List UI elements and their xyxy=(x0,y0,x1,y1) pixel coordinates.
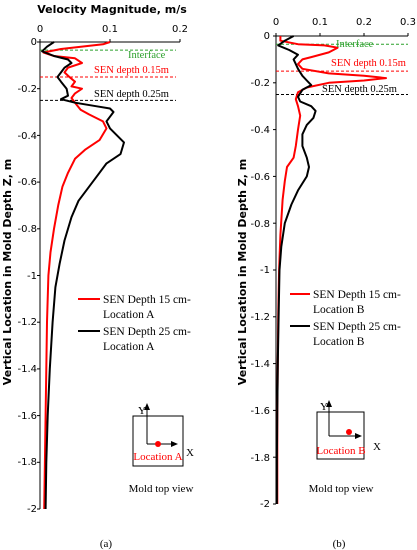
y-tick-label: -1.6 xyxy=(17,411,37,422)
y-tick-label: -1.8 xyxy=(17,457,37,468)
x-arrow-head-icon xyxy=(355,433,362,439)
legend-label-cont: Location B xyxy=(313,304,365,316)
location-marker-icon xyxy=(346,429,352,435)
panel-b-series-sen-15cm xyxy=(276,36,387,504)
panel-b-plot-area xyxy=(273,33,409,505)
inset-y-label: Y xyxy=(320,401,328,413)
inset-caption: Mold top view xyxy=(129,483,194,495)
panel-b-ylabel: Vertical Location in Mold Depth Z, m xyxy=(236,159,249,385)
panel-a-ylabel: Vertical Location in Mold Depth Z, m xyxy=(1,159,14,385)
x-tick-label: 0.2 xyxy=(356,17,372,28)
sen-depth-025-label: SEN depth 0.25m xyxy=(94,89,169,100)
legend-label-cont: Location A xyxy=(103,341,155,353)
legend-label: SEN Depth 15 cm- Location B xyxy=(313,289,404,316)
panel-b-x-ticks: 0 0.1 0.2 0.3 xyxy=(273,17,416,28)
panel-a-plot-area xyxy=(37,39,181,510)
y-tick-label: -0.8 xyxy=(250,219,270,230)
panel-a-y-ticks: 0 -0.2 -0.4 -0.6 -0.8 -1 -1.2 -1.4 -1.6 … xyxy=(17,37,37,515)
panel-b-legend: SEN Depth 15 cm- Location B SEN Depth 25… xyxy=(290,289,404,348)
y-tick-label: -1 xyxy=(260,265,270,276)
y-tick-label: -1.2 xyxy=(250,312,270,323)
panel-a-x-ticks: 0 0.1 0.2 xyxy=(37,24,188,35)
x-tick-label: 0.2 xyxy=(172,24,188,35)
inset-location-label: Location B xyxy=(316,445,365,457)
mold-outline xyxy=(132,415,184,467)
y-tick-label: -1.8 xyxy=(250,453,270,464)
location-marker-icon xyxy=(155,441,161,447)
legend-label: SEN Depth 25 cm- Location B xyxy=(313,321,404,348)
y-tick-label: 0 xyxy=(264,31,270,42)
y-tick-label: -1.2 xyxy=(17,317,37,328)
inset-x-label: X xyxy=(373,441,381,453)
mold-outline xyxy=(316,411,365,460)
x-tick-label: 0 xyxy=(37,24,43,35)
y-tick-label: -0.4 xyxy=(250,125,270,136)
inset-x-label: X xyxy=(186,447,194,459)
panel-a-inset: Y X Location A Mold top view xyxy=(129,403,194,495)
panel-b-series-sen-25cm xyxy=(275,35,317,504)
y-tick-label: -2 xyxy=(27,504,37,515)
panel-b-inset: Y X Location B Mold top view xyxy=(309,400,381,495)
y-tick-label: -1.6 xyxy=(250,406,270,417)
interface-label: Interface xyxy=(336,39,374,50)
y-tick-label: -1 xyxy=(27,271,37,282)
legend-label-a-15: SEN Depth 15 cm- xyxy=(103,294,191,306)
y-arrow-head-icon xyxy=(326,400,332,407)
y-tick-label: -0.4 xyxy=(17,131,37,142)
legend-label: SEN Depth 25 cm- Location A xyxy=(103,326,194,353)
inset-location-label: Location A xyxy=(133,451,182,463)
sen-depth-015-label: SEN depth 0.15m xyxy=(94,65,169,76)
legend-label: SEN Depth 15 cm- Location A xyxy=(103,294,194,321)
panel-b-label: (b) xyxy=(333,538,346,550)
interface-label: Interface xyxy=(128,50,166,61)
panel-b: Vertical Location in Mold Depth Z, m 0 0… xyxy=(236,17,416,550)
legend-label-b-25: SEN Depth 25 cm- xyxy=(313,321,401,333)
y-tick-label: -0.6 xyxy=(250,172,270,183)
y-arrow-head-icon xyxy=(144,403,150,410)
y-tick-label: -2 xyxy=(260,499,270,510)
x-tick-label: 0.3 xyxy=(400,17,416,28)
x-tick-label: 0.1 xyxy=(102,24,118,35)
sen-depth-015-label: SEN depth 0.15m xyxy=(331,58,406,69)
y-tick-label: -0.2 xyxy=(17,84,37,95)
y-tick-label: 0 xyxy=(31,37,37,48)
legend-label-b-15: SEN Depth 15 cm- xyxy=(313,289,401,301)
inset-y-label: Y xyxy=(138,405,146,417)
panel-b-y-ticks: 0 -0.2 -0.4 -0.6 -0.8 -1 -1.2 -1.4 -1.6 … xyxy=(250,31,270,510)
legend-label-cont: Location B xyxy=(313,336,365,348)
x-tick-label: 0.1 xyxy=(312,17,328,28)
y-tick-label: -0.8 xyxy=(17,224,37,235)
panel-a-label: (a) xyxy=(100,538,113,550)
legend-label-a-25: SEN Depth 25 cm- xyxy=(103,326,191,338)
legend-label-cont: Location A xyxy=(103,309,155,321)
y-tick-label: -0.6 xyxy=(17,177,37,188)
panel-a-series-sen-25cm xyxy=(41,41,125,510)
y-tick-label: -0.2 xyxy=(250,78,270,89)
inset-caption: Mold top view xyxy=(309,483,374,495)
panel-a-legend: SEN Depth 15 cm- Location A SEN Depth 25… xyxy=(78,294,194,353)
x-arrow-head-icon xyxy=(171,441,178,447)
x-tick-label: 0 xyxy=(273,17,279,28)
y-tick-label: -1.4 xyxy=(17,364,37,375)
sen-depth-025-label: SEN depth 0.25m xyxy=(322,84,397,95)
panel-a-series-sen-15cm xyxy=(42,41,111,510)
panel-a-title: Velocity Magnitude, m/s xyxy=(37,3,187,16)
panel-a: Velocity Magnitude, m/s Vertical Locatio… xyxy=(1,3,194,550)
y-tick-label: -1.4 xyxy=(250,359,270,370)
